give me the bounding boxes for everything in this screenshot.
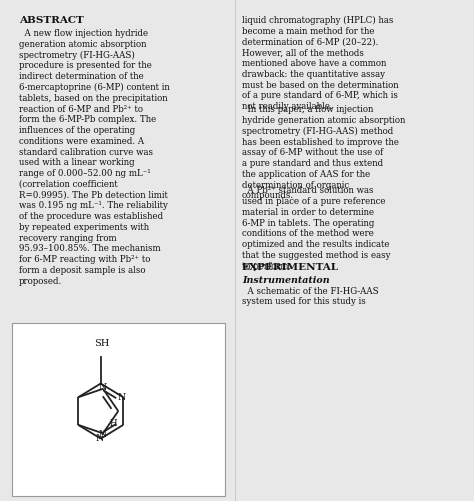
Text: A schematic of the FI-HG-AAS
system used for this study is: A schematic of the FI-HG-AAS system used… <box>242 287 378 306</box>
Text: N: N <box>99 430 107 439</box>
Text: H: H <box>109 419 117 428</box>
Text: SH: SH <box>94 339 109 348</box>
Text: N: N <box>95 434 103 443</box>
FancyBboxPatch shape <box>12 323 225 496</box>
Text: A Pb²⁺ standard solution was
used in place of a pure reference
material in order: A Pb²⁺ standard solution was used in pla… <box>242 186 390 271</box>
Text: A new flow injection hydride
generation atomic absorption
spectrometry (FI-HG-AA: A new flow injection hydride generation … <box>19 29 170 286</box>
Text: liquid chromatography (HPLC) has
become a main method for the
determination of 6: liquid chromatography (HPLC) has become … <box>242 16 398 111</box>
Text: ABSTRACT: ABSTRACT <box>19 16 84 25</box>
Text: EXPERIMENTAL: EXPERIMENTAL <box>242 263 339 272</box>
Text: In this paper, a flow injection
hydride generation atomic absorption
spectrometr: In this paper, a flow injection hydride … <box>242 105 405 200</box>
Text: Instrumentation: Instrumentation <box>242 276 329 285</box>
Text: N: N <box>118 393 126 402</box>
Text: N: N <box>99 383 107 392</box>
